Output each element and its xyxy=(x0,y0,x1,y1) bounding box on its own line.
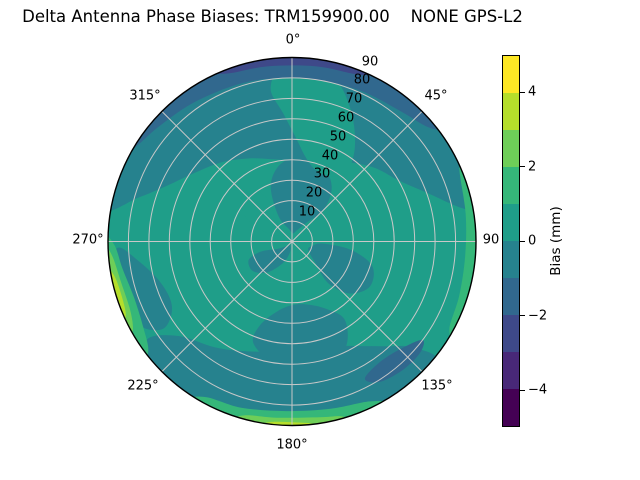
zenith-label-60: 60 xyxy=(337,110,355,126)
colorbar-tick xyxy=(520,92,525,93)
colorbar-tick xyxy=(520,241,525,242)
colorbar-segment xyxy=(503,130,519,167)
colorbar-ticklabel-2: 2 xyxy=(528,159,537,175)
colorbar-segment xyxy=(503,241,519,278)
polar-spine xyxy=(107,56,477,427)
colorbar-tick xyxy=(520,315,525,316)
plot-title: Delta Antenna Phase Biases: TRM159900.00… xyxy=(22,7,523,26)
zenith-label-50: 50 xyxy=(329,129,347,145)
colorbar-tick xyxy=(520,390,525,391)
azimuth-label-270: 270° xyxy=(72,232,104,248)
colorbar-segment xyxy=(503,315,519,352)
colorbar-segment xyxy=(503,204,519,241)
zenith-label-30: 30 xyxy=(313,166,331,182)
colorbar-ticklabel-0: 0 xyxy=(528,233,537,249)
polar-grid xyxy=(108,57,476,426)
azimuth-label-225: 225° xyxy=(127,378,159,394)
zenith-label-90: 90 xyxy=(361,54,379,70)
azimuth-label-90: 90 xyxy=(482,232,500,248)
zenith-label-20: 20 xyxy=(305,185,323,201)
colorbar xyxy=(502,55,520,427)
colorbar-segment xyxy=(503,167,519,204)
azimuth-label-180: 180° xyxy=(276,437,308,453)
colorbar-segment xyxy=(503,56,519,93)
zenith-label-80: 80 xyxy=(353,72,371,88)
colorbar-tick xyxy=(520,166,525,167)
azimuth-label-45: 45° xyxy=(424,88,448,104)
colorbar-segment xyxy=(503,389,519,426)
colorbar-ticklabel-m4: −4 xyxy=(528,382,548,398)
zenith-label-40: 40 xyxy=(321,148,339,164)
azimuth-label-315: 315° xyxy=(129,88,161,104)
colorbar-segment xyxy=(503,278,519,315)
azimuth-label-135: 135° xyxy=(421,378,453,394)
colorbar-segment xyxy=(503,93,519,130)
zenith-label-10: 10 xyxy=(298,204,316,220)
colorbar-ticklabel-4: 4 xyxy=(528,84,537,100)
azimuth-label-0: 0° xyxy=(285,32,301,48)
colorbar-ticklabel-m2: −2 xyxy=(528,308,548,324)
colorbar-segment xyxy=(503,352,519,389)
zenith-label-70: 70 xyxy=(345,91,363,107)
colorbar-axis-label: Bias (mm) xyxy=(548,206,564,276)
